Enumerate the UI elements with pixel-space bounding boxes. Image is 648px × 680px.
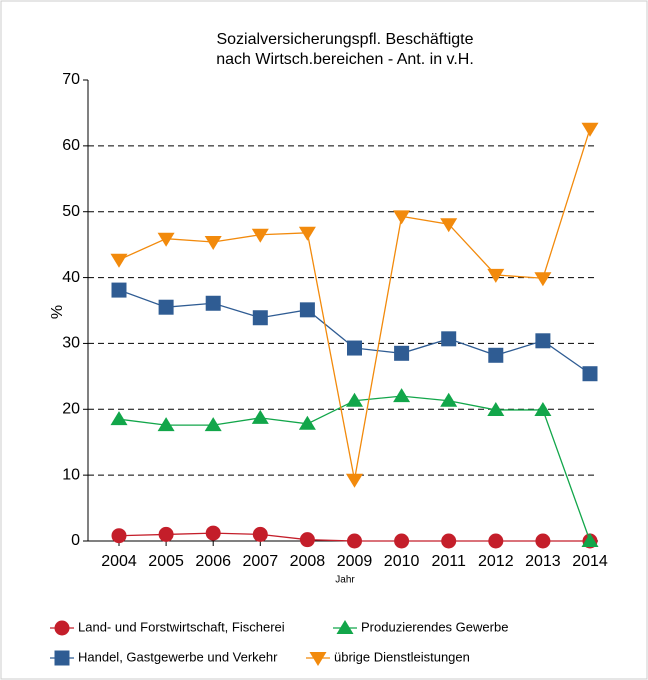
marker	[336, 620, 354, 634]
marker	[205, 295, 221, 311]
marker	[158, 526, 174, 542]
marker	[158, 299, 174, 315]
marker	[299, 532, 315, 548]
legend-label: Produzierendes Gewerbe	[361, 619, 508, 634]
x-tick-label: 2014	[572, 553, 608, 570]
marker	[394, 345, 410, 361]
marker	[534, 272, 552, 287]
marker	[157, 417, 175, 432]
y-tick-label: 60	[62, 137, 80, 154]
marker	[251, 409, 269, 424]
marker	[298, 415, 316, 430]
marker	[346, 473, 363, 488]
marker	[54, 650, 70, 666]
x-axis-label: Jahr	[335, 575, 355, 586]
marker	[54, 620, 70, 636]
marker	[487, 268, 505, 283]
marker	[441, 533, 457, 549]
marker	[535, 333, 551, 349]
x-tick-label: 2010	[384, 553, 420, 570]
x-tick-label: 2009	[337, 553, 373, 570]
y-tick-label: 70	[62, 71, 80, 88]
x-tick-label: 2005	[148, 553, 184, 570]
y-tick-label: 0	[71, 532, 80, 549]
y-axis-label: %	[49, 305, 66, 319]
marker	[487, 401, 505, 416]
marker	[347, 340, 362, 356]
chart-title: Sozialversicherungspfl. Beschäftigte	[216, 31, 473, 48]
marker	[157, 232, 175, 247]
marker	[394, 533, 410, 549]
marker	[441, 331, 457, 347]
legend-label: Handel, Gastgewerbe und Verkehr	[78, 649, 278, 664]
marker	[309, 652, 327, 666]
marker	[581, 533, 599, 547]
legend-label: übrige Dienstleistungen	[334, 649, 470, 664]
y-tick-label: 30	[62, 335, 80, 352]
marker	[347, 533, 362, 549]
marker	[251, 228, 269, 243]
marker	[204, 236, 222, 251]
marker	[298, 226, 316, 241]
x-tick-label: 2013	[525, 553, 561, 570]
y-tick-label: 10	[62, 466, 80, 483]
marker	[440, 392, 458, 407]
marker	[110, 253, 128, 268]
marker	[205, 525, 221, 541]
x-tick-label: 2006	[195, 553, 231, 570]
marker	[204, 417, 222, 432]
chart-title: nach Wirtsch.bereichen - Ant. in v.H.	[216, 51, 474, 68]
marker	[110, 411, 128, 426]
x-tick-label: 2011	[431, 553, 466, 570]
marker	[393, 210, 411, 225]
y-tick-label: 20	[62, 401, 80, 418]
x-tick-label: 2012	[478, 553, 514, 570]
x-tick-label: 2008	[290, 553, 326, 570]
x-tick-label: 2007	[243, 553, 279, 570]
x-tick-label: 2004	[101, 553, 137, 570]
y-tick-label: 50	[62, 203, 80, 220]
marker	[488, 533, 504, 549]
marker	[346, 392, 363, 407]
marker	[581, 122, 599, 137]
marker	[535, 533, 551, 549]
legend-label: Land- und Forstwirtschaft, Fischerei	[78, 619, 285, 634]
marker	[488, 347, 504, 363]
marker	[299, 302, 315, 318]
y-tick-label: 40	[62, 269, 80, 286]
marker	[111, 528, 127, 544]
marker	[440, 218, 458, 233]
marker	[252, 310, 268, 326]
marker	[582, 366, 598, 382]
marker	[111, 282, 127, 298]
marker	[393, 388, 411, 403]
marker	[534, 401, 552, 416]
marker	[252, 526, 268, 542]
